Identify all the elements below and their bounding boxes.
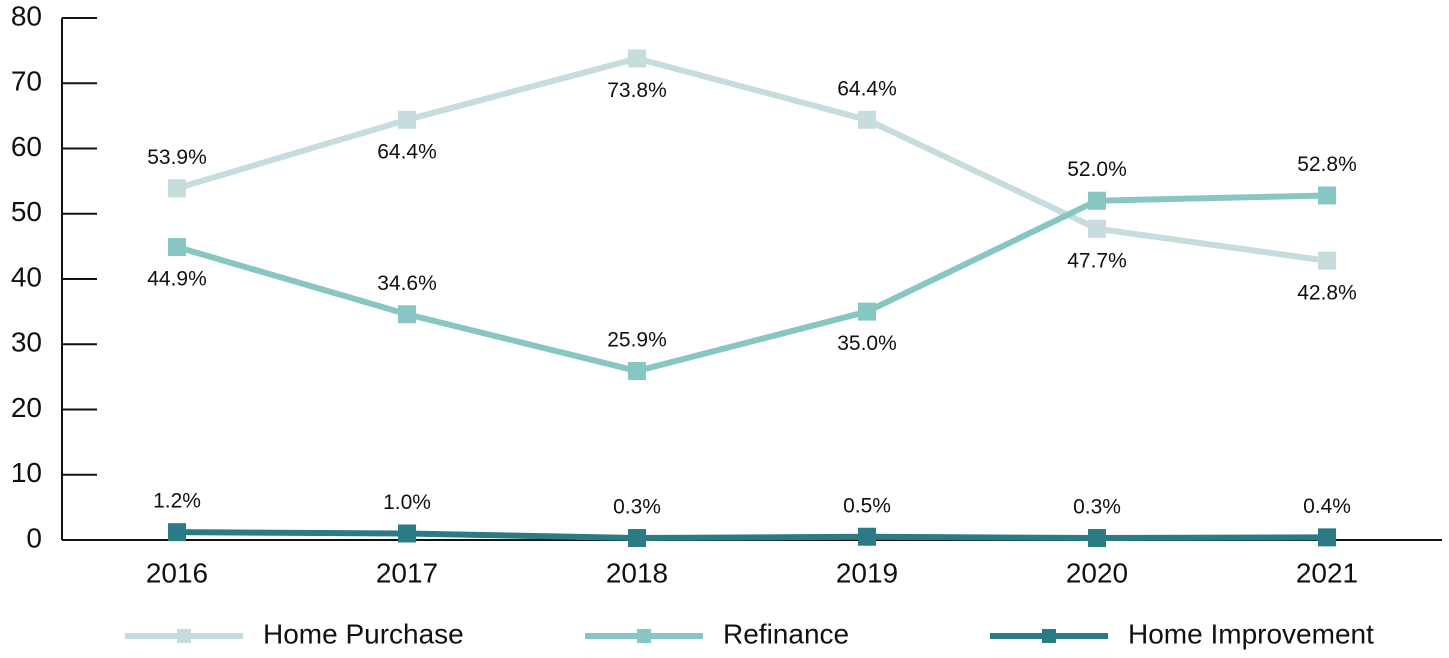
data-label: 1.0% bbox=[383, 491, 431, 514]
data-label: 35.0% bbox=[837, 332, 897, 355]
marker bbox=[858, 527, 876, 546]
x-tick-label: 2016 bbox=[146, 557, 208, 588]
data-label: 0.3% bbox=[613, 496, 661, 519]
data-label: 47.7% bbox=[1067, 249, 1127, 272]
y-tick-label: 60 bbox=[11, 131, 42, 162]
marker bbox=[858, 110, 876, 129]
marker bbox=[858, 302, 876, 321]
y-tick-label: 30 bbox=[11, 327, 42, 358]
marker bbox=[168, 179, 186, 198]
y-tick-label: 50 bbox=[11, 196, 42, 227]
y-tick-label: 10 bbox=[11, 457, 42, 488]
x-tick-label: 2021 bbox=[1296, 557, 1358, 588]
marker bbox=[1088, 529, 1106, 548]
legend-label: Refinance bbox=[723, 618, 849, 649]
marker bbox=[398, 524, 416, 543]
data-label: 44.9% bbox=[147, 268, 207, 291]
data-label: 64.4% bbox=[837, 77, 897, 100]
x-tick-label: 2020 bbox=[1066, 557, 1128, 588]
marker bbox=[398, 110, 416, 129]
data-label: 53.9% bbox=[147, 146, 207, 169]
y-tick-label: 40 bbox=[11, 261, 42, 292]
legend-label: Home Improvement bbox=[1128, 618, 1374, 649]
data-label: 34.6% bbox=[377, 272, 437, 295]
marker bbox=[628, 529, 646, 548]
marker bbox=[1318, 186, 1336, 205]
marker bbox=[1088, 219, 1106, 238]
data-label: 73.8% bbox=[607, 79, 667, 102]
data-label: 42.8% bbox=[1297, 281, 1357, 304]
data-label: 0.3% bbox=[1073, 496, 1121, 519]
y-tick-label: 80 bbox=[11, 0, 42, 31]
marker bbox=[1318, 528, 1336, 547]
data-label: 64.4% bbox=[377, 140, 437, 163]
marker bbox=[168, 523, 186, 542]
legend-label: Home Purchase bbox=[263, 618, 464, 649]
series-line bbox=[176, 192, 1328, 375]
marker bbox=[628, 362, 646, 381]
data-label: 52.8% bbox=[1297, 153, 1357, 176]
marker bbox=[1088, 191, 1106, 210]
legend-marker bbox=[1042, 629, 1056, 643]
data-label: 0.5% bbox=[843, 494, 891, 517]
data-label: 25.9% bbox=[607, 329, 667, 352]
series-line bbox=[176, 529, 1328, 542]
legend-marker bbox=[177, 629, 191, 643]
legend-marker bbox=[637, 629, 651, 643]
x-tick-label: 2019 bbox=[836, 557, 898, 588]
x-tick-label: 2017 bbox=[376, 557, 438, 588]
data-label: 0.4% bbox=[1303, 495, 1351, 518]
x-tick-label: 2018 bbox=[606, 557, 668, 588]
marker bbox=[168, 238, 186, 257]
data-label: 52.0% bbox=[1067, 158, 1127, 181]
y-tick-label: 70 bbox=[11, 66, 42, 97]
series-line bbox=[176, 55, 1328, 264]
marker bbox=[398, 305, 416, 324]
y-tick-label: 20 bbox=[11, 392, 42, 423]
y-tick-label: 0 bbox=[26, 522, 42, 553]
marker bbox=[1318, 251, 1336, 270]
marker bbox=[628, 49, 646, 68]
data-label: 1.2% bbox=[153, 490, 201, 513]
